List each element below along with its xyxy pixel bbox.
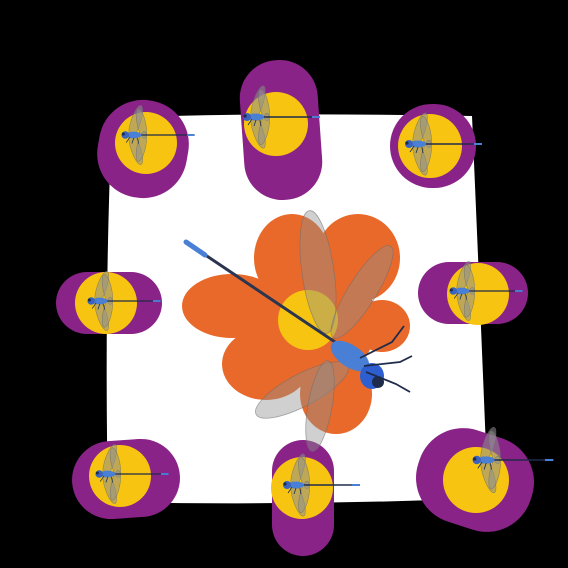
flower-mid-left bbox=[56, 269, 162, 334]
flower-bottom-center bbox=[271, 440, 361, 556]
flower-top-right bbox=[390, 104, 483, 188]
dragonfly-icon bbox=[183, 210, 413, 452]
flower-top-center bbox=[239, 60, 323, 200]
flower-bottom-right bbox=[416, 424, 555, 532]
flower-top-left bbox=[97, 99, 196, 199]
orange-flower-icon bbox=[182, 214, 410, 434]
flower-bottom-left bbox=[72, 438, 180, 520]
flower-mid-right bbox=[418, 259, 528, 325]
